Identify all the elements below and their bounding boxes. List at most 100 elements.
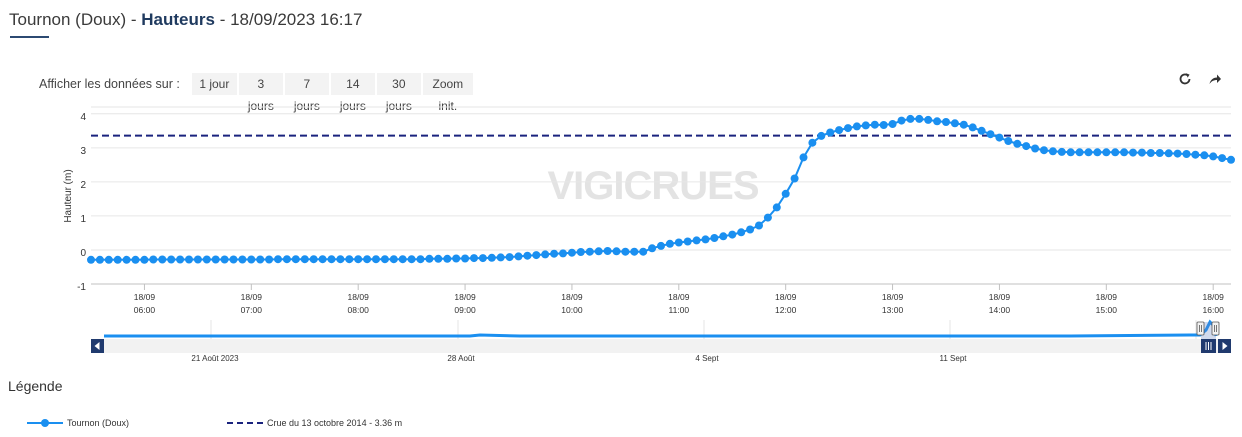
data-point[interactable] bbox=[906, 114, 915, 123]
data-point[interactable] bbox=[959, 120, 968, 129]
data-point[interactable] bbox=[621, 247, 630, 256]
data-point[interactable] bbox=[336, 255, 345, 264]
data-point[interactable] bbox=[532, 251, 541, 260]
data-point[interactable] bbox=[1040, 146, 1048, 155]
data-point[interactable] bbox=[950, 119, 959, 128]
data-point[interactable] bbox=[781, 189, 790, 198]
data-point[interactable] bbox=[211, 255, 220, 264]
data-point[interactable] bbox=[291, 255, 300, 264]
share-arrow-icon[interactable] bbox=[1207, 72, 1223, 88]
data-point[interactable] bbox=[247, 255, 256, 264]
data-point[interactable] bbox=[1120, 148, 1129, 157]
data-point[interactable] bbox=[345, 255, 354, 264]
data-point[interactable] bbox=[594, 247, 603, 256]
data-point[interactable] bbox=[1013, 139, 1022, 148]
data-point[interactable] bbox=[1200, 151, 1209, 160]
data-point[interactable] bbox=[683, 237, 692, 246]
zoom-reset-button[interactable]: Zoom init. bbox=[422, 73, 473, 113]
data-point[interactable] bbox=[140, 255, 149, 264]
data-point[interactable] bbox=[87, 255, 95, 264]
data-point[interactable] bbox=[202, 255, 211, 264]
data-point[interactable] bbox=[763, 213, 772, 222]
data-point[interactable] bbox=[1093, 148, 1102, 157]
data-point[interactable] bbox=[1227, 155, 1235, 164]
range-button-1-day[interactable]: 1 jour bbox=[191, 73, 237, 95]
data-point[interactable] bbox=[1075, 148, 1084, 157]
data-point[interactable] bbox=[942, 118, 950, 126]
data-point[interactable] bbox=[737, 228, 746, 237]
data-point[interactable] bbox=[1209, 152, 1218, 161]
data-point[interactable] bbox=[1182, 150, 1191, 158]
data-point[interactable] bbox=[309, 255, 318, 264]
range-button-30-days[interactable]: 30 jours bbox=[376, 73, 421, 113]
data-point[interactable] bbox=[300, 255, 309, 264]
data-point[interactable] bbox=[1191, 150, 1200, 159]
data-point[interactable] bbox=[657, 241, 665, 250]
data-point[interactable] bbox=[870, 120, 879, 129]
data-point[interactable] bbox=[1066, 148, 1075, 157]
data-point[interactable] bbox=[452, 254, 461, 263]
data-point[interactable] bbox=[755, 221, 763, 230]
data-point[interactable] bbox=[567, 248, 576, 257]
data-point[interactable] bbox=[799, 153, 808, 162]
data-point[interactable] bbox=[924, 115, 933, 124]
data-point[interactable] bbox=[389, 255, 398, 264]
data-point[interactable] bbox=[995, 133, 1004, 142]
data-point[interactable] bbox=[692, 236, 701, 245]
data-point[interactable] bbox=[149, 255, 158, 264]
data-point[interactable] bbox=[1102, 148, 1111, 157]
data-point[interactable] bbox=[282, 255, 291, 264]
data-point[interactable] bbox=[470, 254, 478, 263]
data-point[interactable] bbox=[639, 247, 648, 256]
data-point[interactable] bbox=[559, 249, 567, 258]
data-point[interactable] bbox=[817, 131, 826, 140]
data-point[interactable] bbox=[1164, 149, 1173, 158]
data-point[interactable] bbox=[478, 254, 487, 263]
navigator-scrollbar-track[interactable] bbox=[91, 339, 1231, 353]
data-point[interactable] bbox=[1137, 148, 1146, 157]
data-point[interactable] bbox=[719, 232, 728, 241]
data-point[interactable] bbox=[1057, 147, 1066, 156]
data-point[interactable] bbox=[915, 114, 924, 123]
data-point[interactable] bbox=[1173, 149, 1182, 158]
data-point[interactable] bbox=[826, 128, 835, 137]
data-point[interactable] bbox=[897, 116, 906, 125]
data-point[interactable] bbox=[879, 121, 888, 129]
data-point[interactable] bbox=[318, 255, 327, 264]
data-point[interactable] bbox=[363, 255, 372, 264]
legend-item-threshold[interactable]: Crue du 13 octobre 2014 - 3.36 m bbox=[227, 418, 402, 428]
data-point[interactable] bbox=[229, 255, 238, 264]
data-point[interactable] bbox=[238, 255, 247, 264]
data-point[interactable] bbox=[772, 203, 781, 212]
range-button-14-days[interactable]: 14 jours bbox=[330, 73, 375, 113]
data-point[interactable] bbox=[380, 255, 389, 264]
data-point[interactable] bbox=[434, 254, 443, 263]
data-point[interactable] bbox=[327, 255, 336, 264]
data-point[interactable] bbox=[158, 255, 167, 264]
data-point[interactable] bbox=[933, 117, 942, 126]
data-point[interactable] bbox=[256, 255, 265, 264]
data-point[interactable] bbox=[398, 255, 407, 264]
data-point[interactable] bbox=[701, 235, 710, 244]
data-point[interactable] bbox=[425, 254, 434, 263]
data-point[interactable] bbox=[844, 124, 852, 133]
data-point[interactable] bbox=[1218, 154, 1227, 163]
data-point[interactable] bbox=[104, 255, 113, 264]
data-point[interactable] bbox=[1004, 137, 1013, 145]
data-point[interactable] bbox=[585, 247, 594, 256]
data-point[interactable] bbox=[113, 255, 122, 264]
data-point[interactable] bbox=[122, 255, 131, 264]
range-button-7-days[interactable]: 7 jours bbox=[284, 73, 329, 113]
data-point[interactable] bbox=[550, 249, 559, 258]
data-point[interactable] bbox=[1084, 148, 1093, 157]
data-point[interactable] bbox=[265, 255, 274, 264]
data-point[interactable] bbox=[131, 255, 140, 264]
data-point[interactable] bbox=[861, 121, 870, 130]
data-point[interactable] bbox=[1146, 149, 1155, 157]
data-point[interactable] bbox=[372, 255, 380, 264]
data-point[interactable] bbox=[630, 247, 639, 256]
data-point[interactable] bbox=[496, 253, 505, 262]
data-point[interactable] bbox=[576, 248, 585, 256]
data-point[interactable] bbox=[514, 252, 523, 261]
data-point[interactable] bbox=[968, 123, 977, 132]
